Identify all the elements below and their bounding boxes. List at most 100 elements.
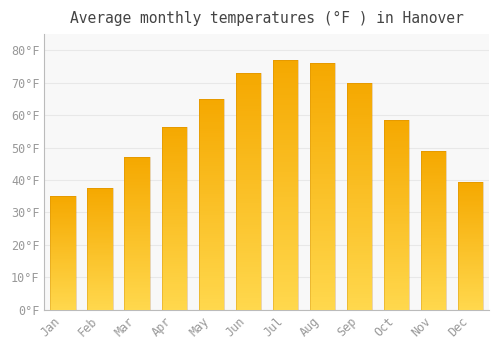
Bar — [310, 260, 335, 263]
Bar — [458, 260, 483, 261]
Bar — [50, 271, 76, 272]
Bar — [124, 262, 150, 264]
Bar — [346, 99, 372, 101]
Bar — [198, 215, 224, 217]
Bar — [420, 243, 446, 245]
Bar — [346, 149, 372, 151]
Bar — [458, 240, 483, 242]
Bar — [458, 184, 483, 186]
Bar — [236, 132, 261, 135]
Bar — [198, 112, 224, 114]
Bar — [310, 93, 335, 96]
Bar — [124, 170, 150, 171]
Bar — [162, 308, 186, 310]
Bar — [162, 242, 186, 244]
Bar — [384, 194, 409, 196]
Bar — [310, 305, 335, 307]
Bar — [88, 293, 112, 294]
Bar — [124, 226, 150, 228]
Bar — [162, 203, 186, 205]
Bar — [272, 222, 298, 225]
Bar — [272, 145, 298, 147]
Bar — [384, 251, 409, 253]
Bar — [272, 272, 298, 275]
Bar — [310, 288, 335, 290]
Bar — [162, 280, 186, 282]
Bar — [346, 212, 372, 215]
Bar — [124, 268, 150, 270]
Bar — [162, 229, 186, 231]
Bar — [384, 207, 409, 209]
Bar — [458, 191, 483, 192]
Bar — [198, 282, 224, 285]
Bar — [50, 279, 76, 280]
Bar — [50, 244, 76, 245]
Bar — [88, 205, 112, 206]
Bar — [420, 276, 446, 278]
Bar — [420, 153, 446, 154]
Bar — [50, 234, 76, 235]
Bar — [384, 223, 409, 224]
Bar — [420, 170, 446, 172]
Bar — [346, 267, 372, 269]
Bar — [198, 276, 224, 278]
Bar — [88, 232, 112, 233]
Bar — [50, 225, 76, 226]
Bar — [50, 270, 76, 271]
Bar — [124, 279, 150, 281]
Bar — [310, 115, 335, 118]
Bar — [346, 192, 372, 194]
Bar — [50, 292, 76, 293]
Bar — [50, 204, 76, 205]
Bar — [420, 270, 446, 272]
Bar — [88, 222, 112, 223]
Bar — [50, 268, 76, 269]
Bar — [310, 167, 335, 169]
Bar — [458, 308, 483, 310]
Bar — [384, 278, 409, 279]
Bar — [310, 142, 335, 145]
Bar — [420, 307, 446, 308]
Bar — [420, 194, 446, 195]
Bar — [420, 227, 446, 229]
Bar — [198, 107, 224, 110]
Bar — [346, 244, 372, 246]
Bar — [236, 203, 261, 205]
Bar — [384, 202, 409, 204]
Bar — [346, 289, 372, 292]
Bar — [310, 238, 335, 241]
Bar — [198, 183, 224, 186]
Bar — [198, 255, 224, 257]
Bar — [198, 149, 224, 152]
Bar — [346, 97, 372, 99]
Bar — [420, 245, 446, 246]
Bar — [346, 280, 372, 282]
Bar — [346, 83, 372, 310]
Bar — [236, 156, 261, 158]
Bar — [236, 253, 261, 255]
Bar — [346, 131, 372, 133]
Bar — [272, 160, 298, 162]
Bar — [346, 101, 372, 103]
Bar — [88, 237, 112, 238]
Bar — [50, 217, 76, 218]
Bar — [198, 126, 224, 128]
Bar — [162, 196, 186, 198]
Bar — [124, 159, 150, 160]
Bar — [420, 151, 446, 310]
Bar — [346, 278, 372, 280]
Bar — [384, 175, 409, 177]
Bar — [236, 298, 261, 300]
Bar — [272, 228, 298, 230]
Bar — [346, 112, 372, 114]
Bar — [384, 287, 409, 289]
Bar — [124, 177, 150, 179]
Bar — [310, 275, 335, 278]
Bar — [272, 95, 298, 98]
Bar — [162, 246, 186, 247]
Bar — [272, 252, 298, 255]
Bar — [50, 226, 76, 227]
Bar — [124, 215, 150, 217]
Bar — [50, 239, 76, 240]
Bar — [198, 213, 224, 215]
